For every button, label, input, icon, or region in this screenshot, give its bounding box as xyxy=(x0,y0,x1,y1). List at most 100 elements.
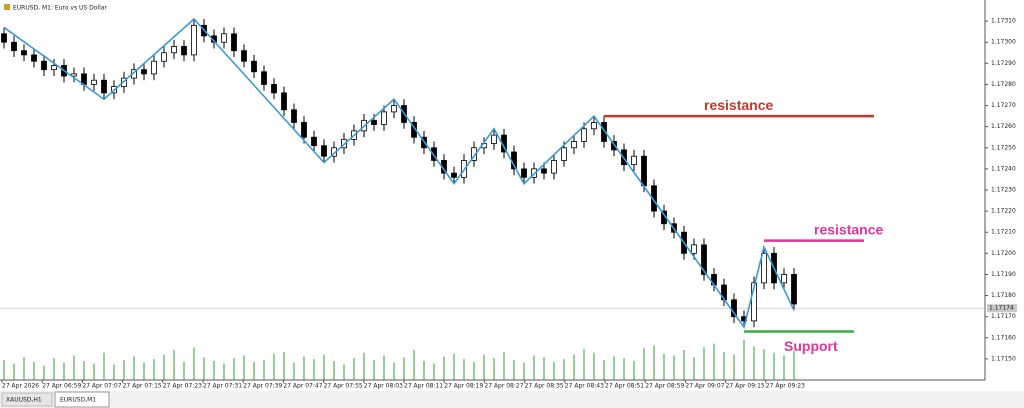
candle-body xyxy=(221,33,227,43)
x-tick-label: 27 Apr 08:51 xyxy=(605,383,644,390)
x-tick-label: 27 Apr 08:27 xyxy=(484,383,523,390)
candle-body xyxy=(91,79,97,85)
candle-body xyxy=(11,41,17,52)
y-tick-label: 1.17170 xyxy=(991,313,1016,320)
candle-body xyxy=(731,299,737,318)
symbol-icon xyxy=(4,4,10,10)
candle-body xyxy=(321,145,327,157)
candle-body xyxy=(451,172,457,178)
y-tick-label: 1.17160 xyxy=(991,334,1016,341)
candle-body xyxy=(231,33,237,52)
x-tick-label: 27 Apr 09:23 xyxy=(766,383,805,390)
candle-body xyxy=(541,168,547,174)
chart-title: EURUSD, M1: Euro vs US Dollar xyxy=(13,5,107,12)
y-tick-label: 1.17210 xyxy=(991,229,1016,236)
level-label: resistance xyxy=(704,97,773,113)
candle-body xyxy=(491,134,497,144)
candle-body xyxy=(101,79,107,94)
candle-body xyxy=(571,141,577,149)
y-tick-label: 1.17190 xyxy=(991,271,1016,278)
x-tick-label: 27 Apr 07:31 xyxy=(203,383,242,390)
tab-active[interactable] xyxy=(54,391,110,408)
x-tick-label: 27 Apr 07:07 xyxy=(82,383,121,390)
current-price-box xyxy=(987,304,1017,313)
candle-body xyxy=(171,46,177,54)
y-tick-label: 1.17290 xyxy=(991,60,1016,67)
y-tick-label: 1.17180 xyxy=(991,292,1016,299)
tab[interactable] xyxy=(1,392,53,407)
candle-body xyxy=(271,84,277,94)
level-label: Support xyxy=(784,338,838,354)
candle-body xyxy=(51,65,57,71)
candle-body xyxy=(391,105,397,113)
candle-body xyxy=(301,122,307,138)
candle-body xyxy=(611,141,617,151)
candle-body xyxy=(141,69,147,75)
candle-body xyxy=(41,60,47,71)
candle-body xyxy=(1,33,7,43)
candle-body xyxy=(551,160,557,174)
candle-body xyxy=(191,24,197,56)
tab-bar xyxy=(0,391,1024,408)
candle-body xyxy=(581,128,587,142)
x-tick-label: 27 Apr 06:59 xyxy=(42,383,81,390)
candle-body xyxy=(311,136,317,147)
y-tick-label: 1.17280 xyxy=(991,81,1016,88)
x-tick-label: 27 Apr 2026 xyxy=(2,383,39,390)
y-tick-label: 1.17240 xyxy=(991,165,1016,172)
x-tick-label: 27 Apr 07:39 xyxy=(243,383,282,390)
y-tick-label: 1.17200 xyxy=(991,250,1016,257)
candle-body xyxy=(161,52,167,62)
candle-body xyxy=(291,109,297,123)
current-price-label: 1.17174 xyxy=(989,305,1014,312)
y-tick-label: 1.17150 xyxy=(991,355,1016,362)
candle-body xyxy=(761,252,767,284)
y-tick-label: 1.17220 xyxy=(991,208,1016,215)
candle-body xyxy=(631,155,637,166)
candle-body xyxy=(701,244,707,275)
candle-body xyxy=(381,111,387,125)
candle-body xyxy=(591,122,597,130)
x-tick-label: 27 Apr 08:43 xyxy=(565,383,604,390)
candle-body xyxy=(561,147,567,161)
zigzag-line xyxy=(3,17,795,330)
y-tick-label: 1.17260 xyxy=(991,123,1016,130)
x-tick-label: 27 Apr 08:35 xyxy=(525,383,564,390)
candle-body xyxy=(521,168,527,178)
candle-body xyxy=(21,50,27,56)
candle-body xyxy=(691,244,697,254)
x-tick-label: 27 Apr 07:23 xyxy=(163,383,202,390)
x-tick-label: 27 Apr 07:47 xyxy=(283,383,322,390)
y-tick-label: 1.17310 xyxy=(991,18,1016,25)
candle-body xyxy=(31,54,37,62)
y-tick-label: 1.17250 xyxy=(991,144,1016,151)
tab-label: XAUUSD,H1 xyxy=(6,397,42,404)
x-tick-label: 27 Apr 08:11 xyxy=(404,383,443,390)
tab-label: EURUSD,M1 xyxy=(60,397,96,404)
x-tick-label: 27 Apr 08:59 xyxy=(645,383,684,390)
candle-body xyxy=(281,92,287,111)
candle-body xyxy=(781,274,787,284)
candle-body xyxy=(641,155,647,187)
candle-body xyxy=(751,282,757,322)
candle-body xyxy=(261,71,267,85)
x-tick-label: 27 Apr 08:19 xyxy=(444,383,483,390)
x-tick-label: 27 Apr 09:07 xyxy=(685,383,724,390)
y-tick-label: 1.17270 xyxy=(991,102,1016,109)
y-tick-label: 1.17300 xyxy=(991,39,1016,46)
x-tick-label: 27 Apr 07:15 xyxy=(123,383,162,390)
x-tick-label: 27 Apr 08:03 xyxy=(364,383,403,390)
candle-body xyxy=(651,185,657,212)
x-tick-label: 27 Apr 09:15 xyxy=(726,383,765,390)
candle-body xyxy=(601,122,607,142)
candle-body xyxy=(241,50,247,62)
x-tick-label: 27 Apr 07:55 xyxy=(324,383,363,390)
candle-body xyxy=(251,60,257,73)
candle-body xyxy=(181,46,187,56)
level-label: resistance xyxy=(814,221,883,237)
candle-body xyxy=(791,274,797,305)
candle-body xyxy=(431,147,437,161)
